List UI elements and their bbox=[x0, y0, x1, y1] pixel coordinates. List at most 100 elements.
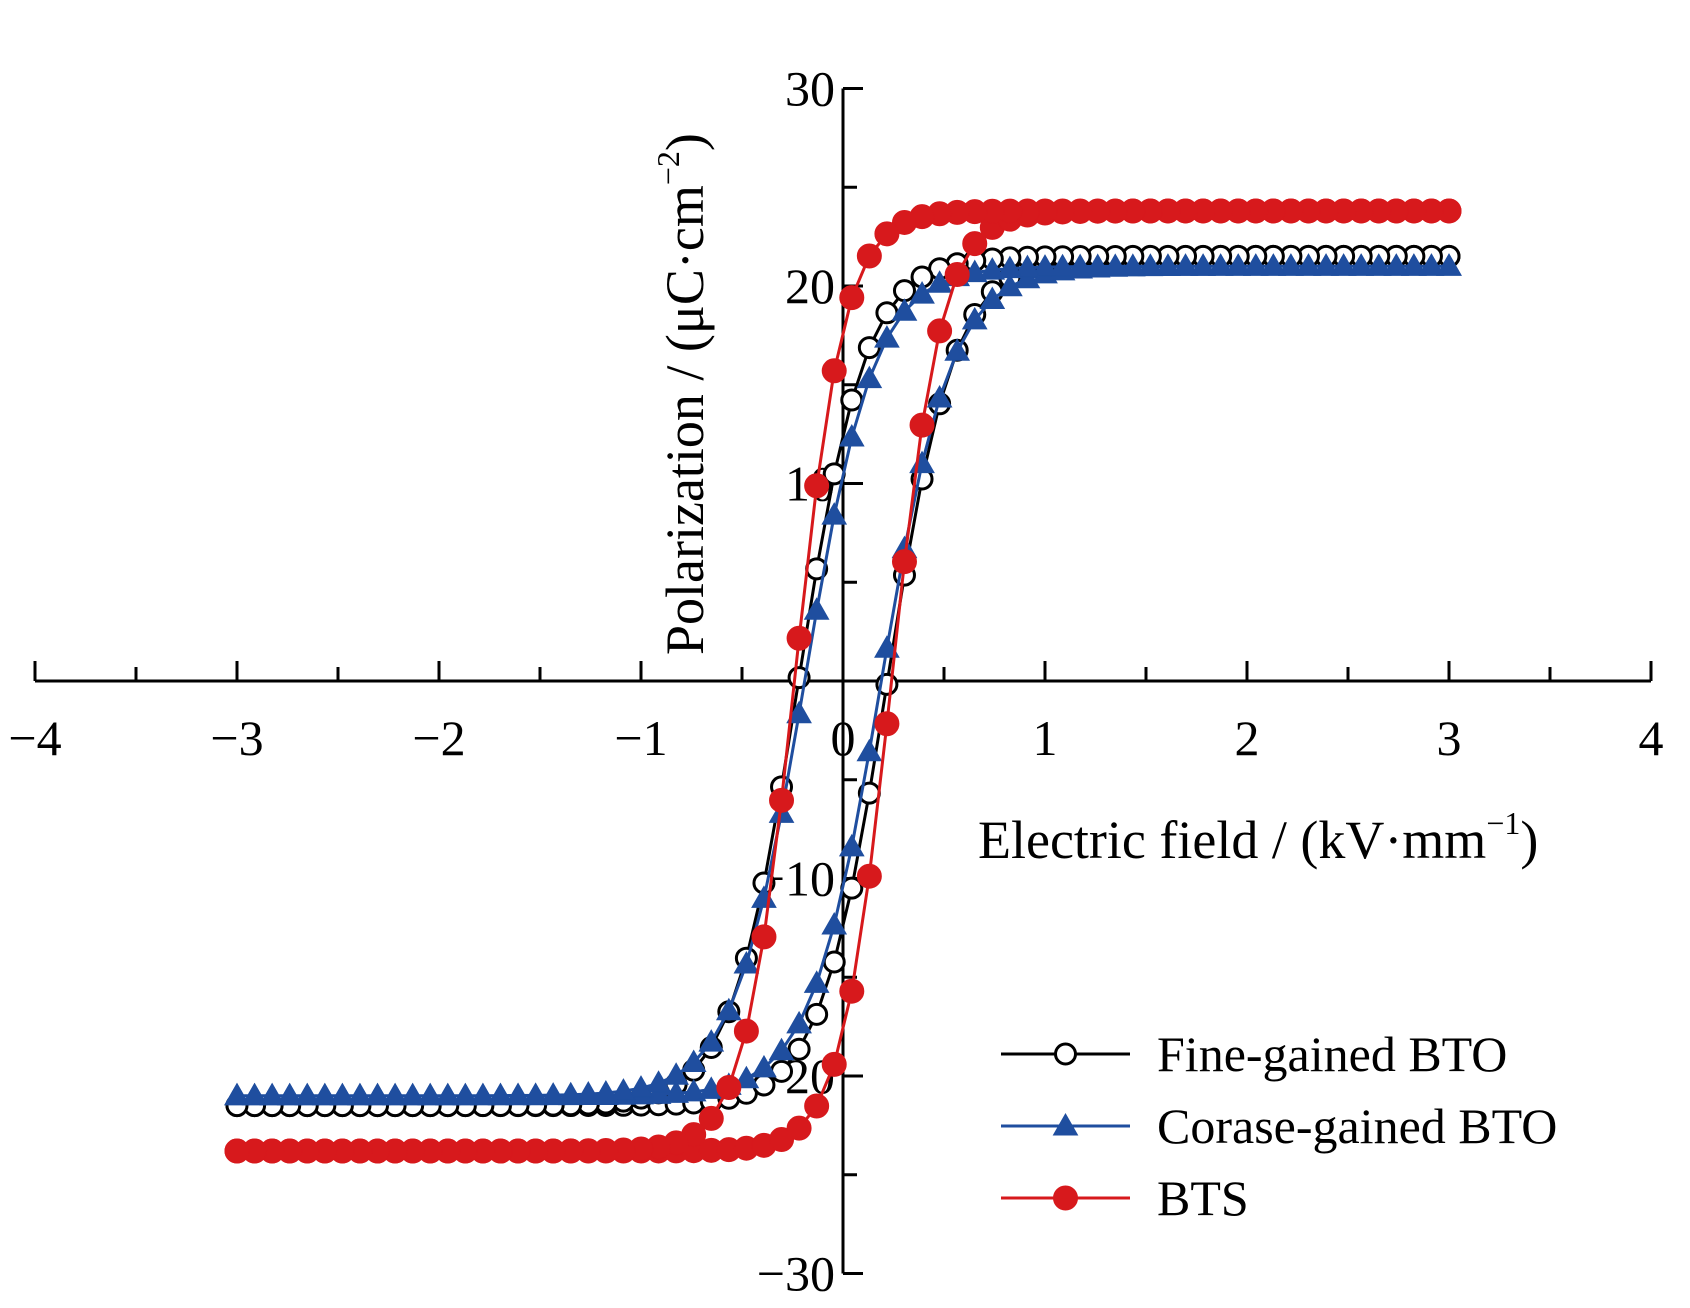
data-point bbox=[821, 358, 847, 384]
x-axis-title-end: ) bbox=[1520, 810, 1538, 870]
data-point bbox=[909, 281, 935, 304]
legend-marker bbox=[1052, 1112, 1079, 1136]
data-point bbox=[364, 1082, 391, 1106]
data-point bbox=[786, 625, 812, 651]
data-point bbox=[1067, 253, 1093, 277]
data-point bbox=[1032, 254, 1058, 277]
data-point bbox=[751, 924, 777, 950]
legend-entry: BTS bbox=[1001, 1170, 1249, 1226]
data-point bbox=[522, 1082, 549, 1105]
data-point bbox=[715, 997, 742, 1021]
x-axis-title-sup: −1 bbox=[1486, 805, 1520, 841]
data-point bbox=[680, 1049, 707, 1072]
data-point bbox=[856, 863, 882, 889]
data-point bbox=[1049, 253, 1076, 277]
data-point bbox=[329, 1082, 356, 1106]
data-point bbox=[1418, 253, 1445, 276]
legend-entry: Fine-gained BTO bbox=[1001, 1026, 1507, 1082]
data-point bbox=[452, 1082, 479, 1106]
data-point bbox=[1365, 253, 1392, 276]
data-point bbox=[839, 978, 865, 1004]
data-point bbox=[505, 1082, 531, 1106]
data-point bbox=[347, 1082, 373, 1106]
data-point bbox=[821, 911, 848, 935]
y-axis-title: Polarization / (μC·cm−2) bbox=[650, 133, 715, 655]
data-point bbox=[1155, 253, 1181, 276]
legend-label: BTS bbox=[1157, 1170, 1249, 1226]
data-point bbox=[892, 279, 916, 303]
data-point bbox=[838, 833, 865, 857]
data-point bbox=[769, 787, 795, 813]
data-point bbox=[1172, 253, 1199, 276]
data-point bbox=[645, 1070, 672, 1093]
data-point bbox=[839, 285, 865, 311]
data-point bbox=[803, 970, 830, 993]
data-point bbox=[840, 388, 864, 412]
y-tick-label: 30 bbox=[785, 61, 835, 117]
data-point bbox=[311, 1082, 338, 1106]
data-point bbox=[487, 1082, 514, 1106]
data-point bbox=[434, 1082, 461, 1106]
legend-entry: Corase-gained BTO bbox=[1001, 1098, 1557, 1154]
data-point bbox=[822, 950, 846, 974]
legend-label: Fine-gained BTO bbox=[1157, 1026, 1507, 1082]
data-point bbox=[821, 1051, 847, 1077]
x-tick-label: 4 bbox=[1639, 710, 1664, 766]
data-point bbox=[628, 1075, 654, 1098]
x-tick-label: 3 bbox=[1437, 710, 1462, 766]
data-point bbox=[1260, 253, 1287, 276]
data-point bbox=[1014, 254, 1041, 278]
data-point bbox=[927, 318, 953, 344]
data-point bbox=[786, 700, 812, 724]
data-point bbox=[557, 1081, 584, 1105]
x-tick-label: −4 bbox=[8, 710, 61, 766]
x-axis-title-main: Electric field / (kV·mm bbox=[978, 810, 1486, 870]
legend-label: Corase-gained BTO bbox=[1157, 1098, 1557, 1154]
data-point bbox=[1207, 253, 1234, 276]
data-point bbox=[224, 1082, 250, 1106]
data-point bbox=[663, 1062, 689, 1085]
data-point bbox=[909, 450, 935, 474]
data-point bbox=[575, 1081, 602, 1104]
data-point bbox=[786, 1010, 812, 1034]
data-point bbox=[733, 1018, 759, 1044]
data-point bbox=[680, 1078, 707, 1102]
data-point bbox=[417, 1082, 444, 1106]
data-point bbox=[944, 262, 970, 288]
x-ticks: −4 −3 −2 −1 0 1 2 3 4 bbox=[8, 661, 1664, 766]
data-point bbox=[821, 502, 848, 525]
data-point bbox=[1383, 253, 1410, 276]
data-point bbox=[804, 1093, 830, 1119]
y-tick-label: −30 bbox=[757, 1246, 835, 1302]
data-point bbox=[997, 255, 1023, 279]
data-point bbox=[979, 286, 1006, 310]
data-point bbox=[803, 597, 830, 620]
data-point bbox=[1313, 253, 1339, 276]
data-point bbox=[804, 473, 830, 499]
data-point bbox=[856, 738, 883, 762]
x-tick-label: 2 bbox=[1235, 710, 1260, 766]
series-2 bbox=[224, 198, 1462, 1164]
data-point bbox=[1436, 253, 1462, 276]
data-point bbox=[787, 1037, 811, 1061]
data-point bbox=[874, 635, 900, 658]
data-point bbox=[926, 385, 953, 408]
data-point bbox=[645, 1081, 672, 1104]
data-point bbox=[962, 231, 988, 257]
data-point bbox=[944, 338, 971, 361]
data-point bbox=[997, 273, 1023, 297]
x-tick-label: −2 bbox=[412, 710, 465, 766]
data-point bbox=[716, 1074, 742, 1100]
data-point bbox=[891, 209, 917, 235]
data-point bbox=[926, 270, 953, 293]
data-point bbox=[768, 1037, 795, 1061]
data-point bbox=[856, 365, 883, 389]
data-point bbox=[241, 1082, 268, 1106]
data-point bbox=[1084, 253, 1111, 276]
data-point bbox=[874, 221, 900, 247]
data-point bbox=[1242, 253, 1269, 276]
data-point bbox=[909, 412, 935, 438]
y-axis-title-end: ) bbox=[655, 133, 715, 151]
